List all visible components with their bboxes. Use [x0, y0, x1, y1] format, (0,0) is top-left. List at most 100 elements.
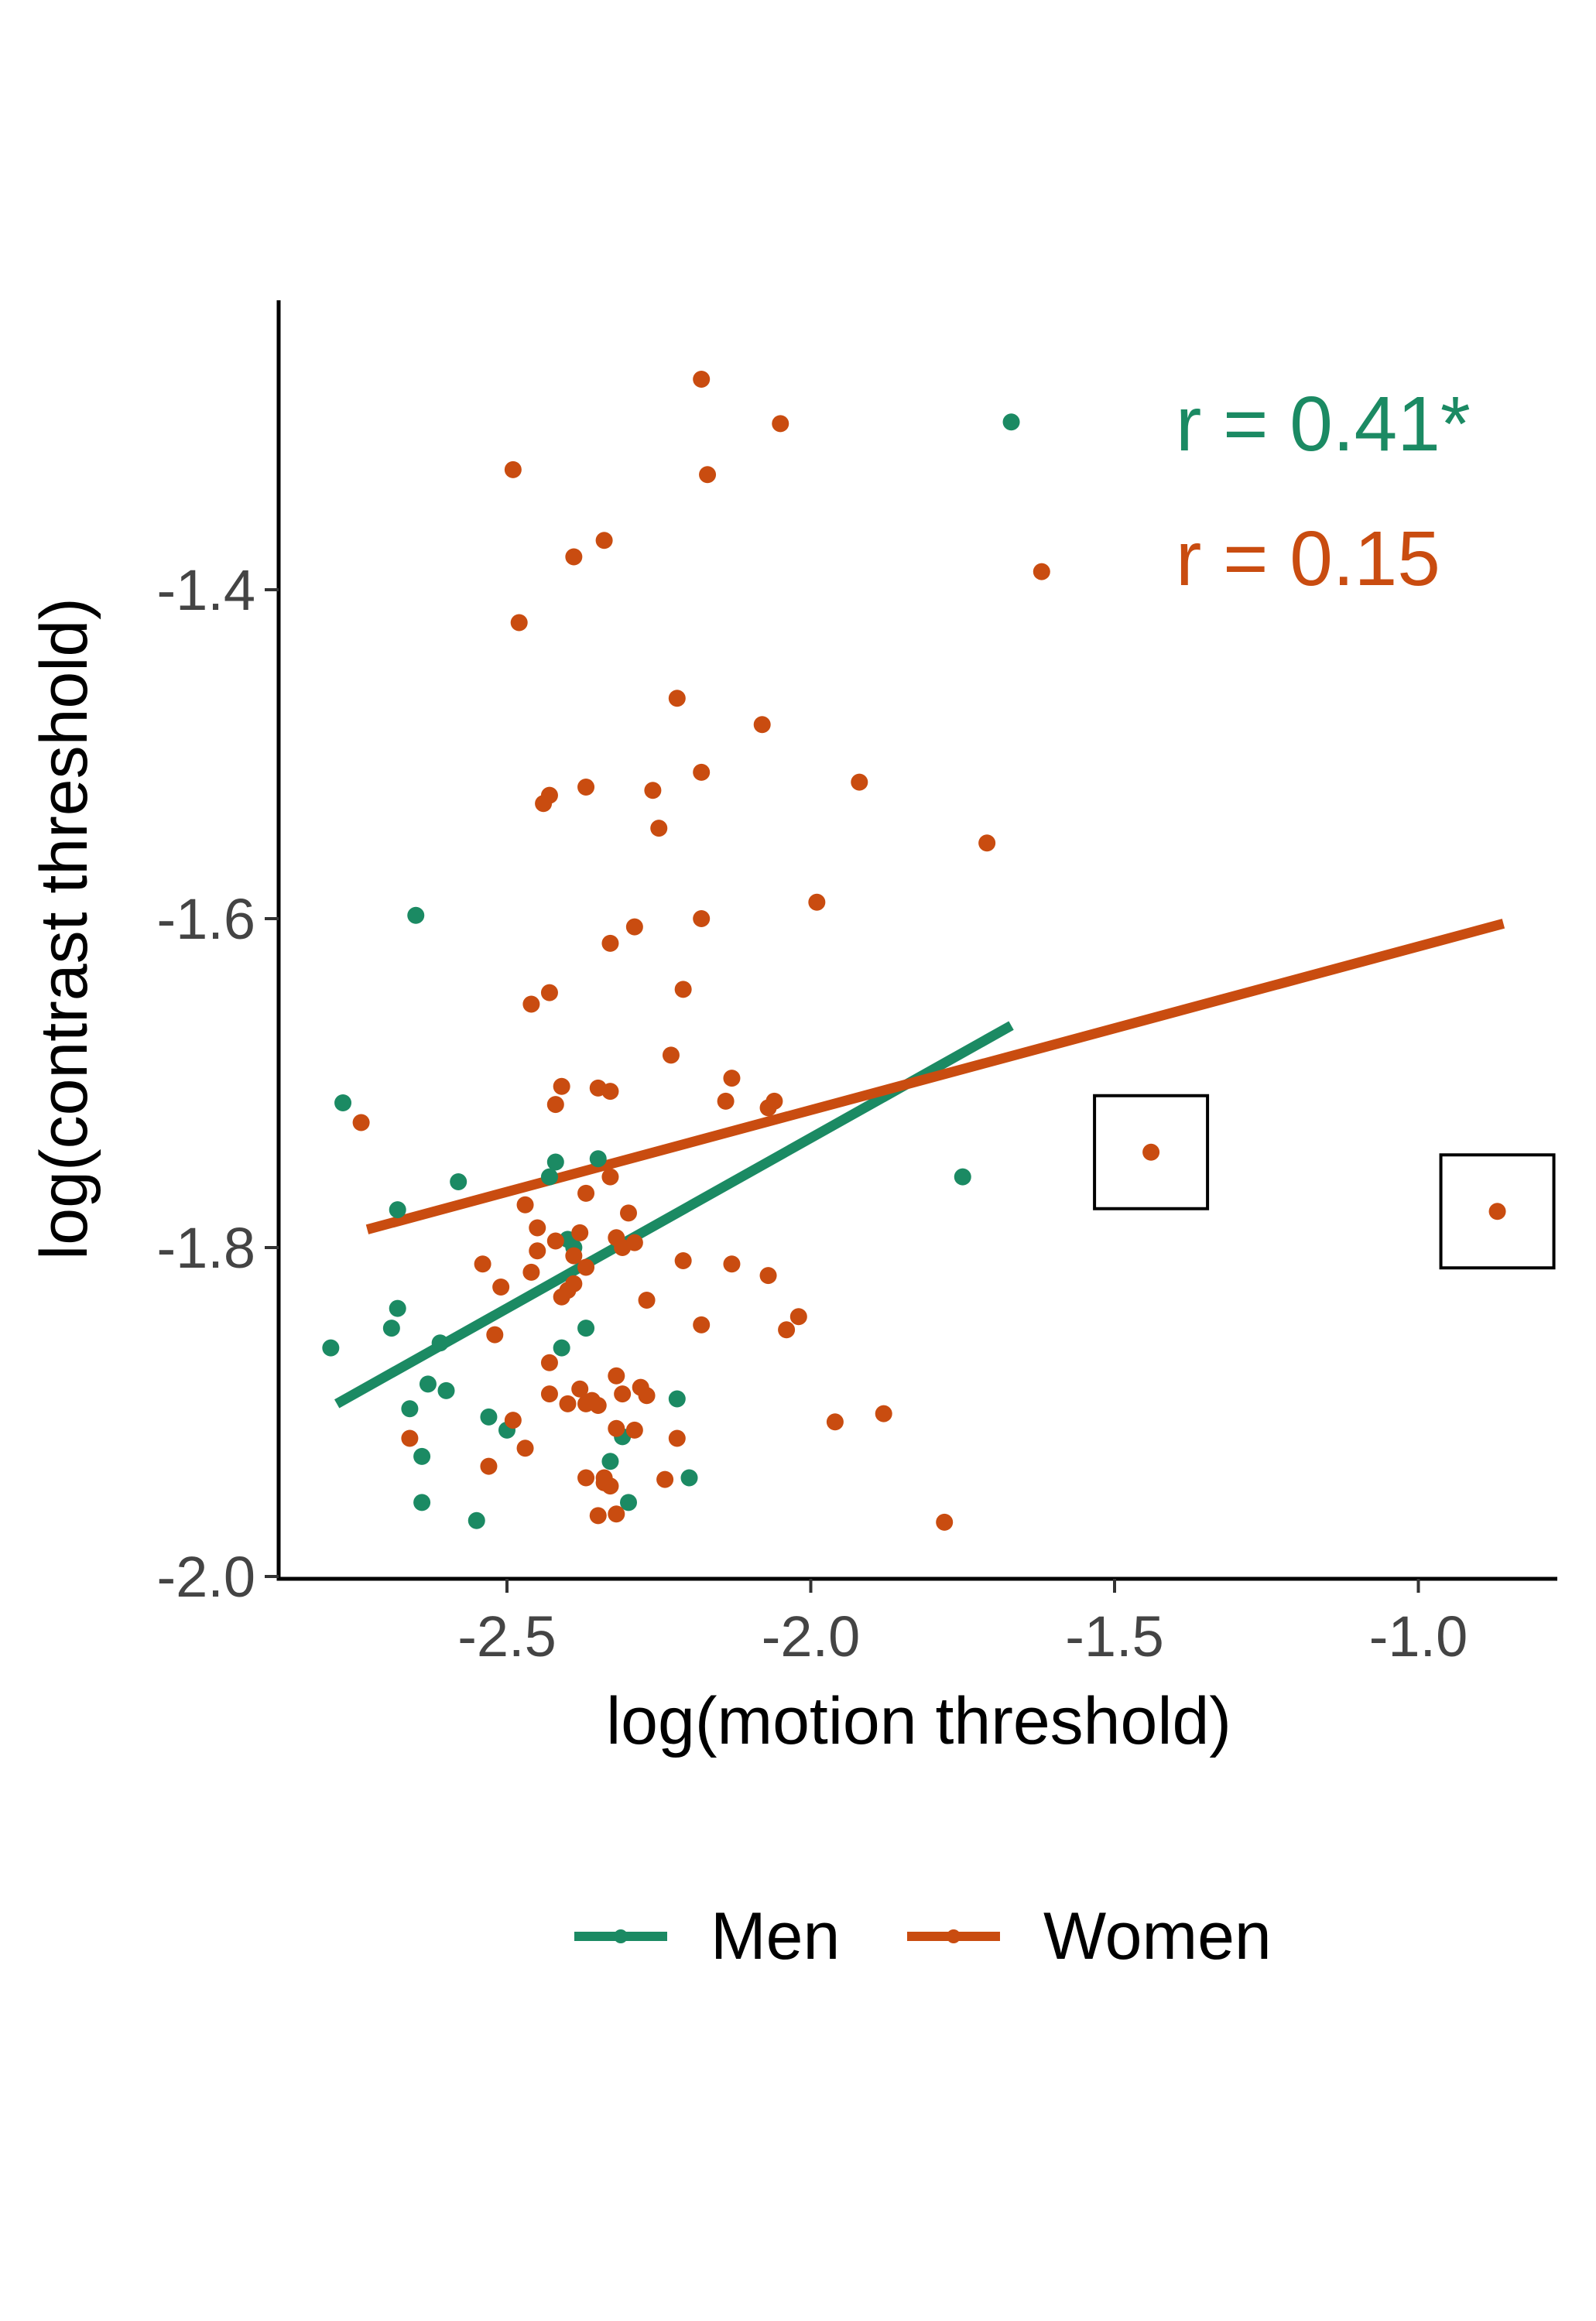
correlation-label-women: r = 0.15 [1176, 515, 1440, 602]
point-women [693, 371, 711, 388]
highlight-box [1093, 1094, 1210, 1210]
correlation-label-men: r = 0.41* [1176, 381, 1471, 467]
point-men [419, 1375, 437, 1393]
point-women [577, 1184, 595, 1202]
point-men [577, 1320, 595, 1337]
point-women [620, 1204, 637, 1222]
point-women [753, 716, 771, 734]
point-women [759, 1099, 777, 1117]
legend-label-men: Men [711, 1899, 840, 1974]
point-women [535, 795, 553, 813]
point-women [1033, 563, 1050, 580]
y-tick-label: -1.4 [156, 558, 255, 622]
legend-item-women: Women [907, 1899, 1272, 1974]
x-tick-label: -2.5 [457, 1604, 557, 1669]
point-women [577, 1258, 595, 1276]
point-women [693, 763, 711, 781]
legend-label-women: Women [1043, 1899, 1272, 1974]
point-women [656, 1470, 674, 1488]
y-ticks: -2.0 -1.8 -1.6 -1.4 [156, 558, 279, 1609]
point-women [577, 779, 595, 796]
point-women [668, 1429, 686, 1447]
point-women [608, 1505, 625, 1523]
point-women [608, 1367, 625, 1385]
point-women [504, 460, 522, 478]
point-men [437, 1381, 455, 1399]
y-axis-title: log(contrast threshold) [27, 597, 101, 1260]
point-men [389, 1201, 406, 1219]
point-women [565, 548, 583, 566]
point-women [571, 1224, 589, 1241]
point-women [668, 690, 686, 707]
point-women [352, 1114, 370, 1131]
point-men [322, 1339, 340, 1357]
point-women [625, 1421, 643, 1439]
legend-key-women-dot [947, 1929, 961, 1943]
point-women [601, 934, 619, 952]
point-women [693, 1316, 711, 1333]
point-women [529, 1219, 546, 1237]
point-women [1142, 1143, 1160, 1161]
point-men [450, 1173, 467, 1190]
point-men [540, 1168, 558, 1186]
point-women [1488, 1203, 1506, 1220]
point-men [553, 1339, 570, 1357]
point-women [693, 910, 711, 927]
point-women [699, 466, 717, 484]
point-men [1002, 413, 1020, 431]
point-men [589, 1150, 607, 1168]
highlight-box [1439, 1153, 1556, 1270]
point-men [480, 1408, 498, 1426]
point-men [680, 1469, 698, 1487]
point-women [522, 1263, 540, 1281]
point-women [936, 1513, 954, 1531]
y-tick-label: -1.6 [156, 887, 255, 951]
point-women [553, 1288, 570, 1306]
point-men [954, 1168, 971, 1186]
point-women [595, 532, 613, 549]
point-women [480, 1457, 498, 1475]
point-women [577, 1469, 595, 1487]
point-men [467, 1511, 485, 1529]
point-women [601, 1083, 619, 1101]
point-men [431, 1334, 449, 1352]
axes: -2.5 -2.0 -1.5 -1.0 -2.0 -1.8 -1.6 -1.4 [156, 300, 1557, 1669]
point-women [516, 1196, 534, 1214]
point-women [522, 995, 540, 1013]
point-men [413, 1447, 431, 1465]
point-women [559, 1395, 577, 1412]
point-women [516, 1439, 534, 1457]
point-women [759, 1267, 777, 1285]
point-women [540, 984, 558, 1001]
point-women [589, 1507, 607, 1525]
x-axis-title: log(motion threshold) [606, 1684, 1231, 1758]
point-women [826, 1413, 844, 1431]
point-women [638, 1387, 656, 1405]
plot-area [322, 371, 1556, 1531]
point-women [662, 1046, 680, 1064]
legend-item-men: Men [574, 1899, 840, 1974]
data-points [322, 371, 1506, 1531]
point-women [601, 1168, 619, 1186]
point-women [474, 1255, 491, 1273]
point-women [723, 1255, 741, 1273]
point-women [540, 1385, 558, 1403]
point-men [389, 1299, 406, 1317]
point-women [540, 1354, 558, 1371]
point-women [808, 893, 826, 911]
point-women [772, 415, 789, 433]
y-tick-label: -1.8 [156, 1216, 255, 1280]
point-women [875, 1405, 892, 1422]
point-men [401, 1400, 419, 1418]
point-women [778, 1321, 796, 1339]
point-women [625, 918, 643, 936]
point-women [546, 1232, 564, 1250]
point-women [589, 1397, 607, 1414]
point-women [978, 834, 996, 852]
point-women [486, 1326, 504, 1344]
point-men [546, 1153, 564, 1171]
point-women [717, 1092, 735, 1110]
highlight-boxes [1093, 1094, 1556, 1270]
point-women [644, 782, 662, 799]
